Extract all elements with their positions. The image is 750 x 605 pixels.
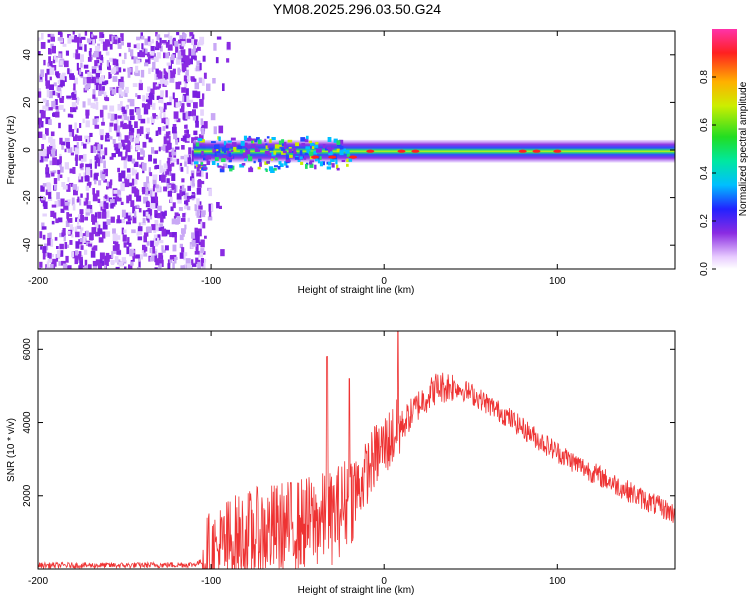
bottom-xtick-label: -200 — [28, 576, 48, 587]
bottom-xtick-label: 0 — [381, 576, 387, 587]
bottom-ytick-label: 4000 — [22, 411, 33, 434]
top-xtick-label: -200 — [28, 276, 48, 287]
bottom-xtick-label: 100 — [549, 576, 566, 587]
colorbar-tick-label: 0.0 — [699, 262, 710, 276]
bottom-plot-frame — [37, 330, 676, 570]
peak-hotspot — [311, 155, 319, 159]
top-xtick-label: 0 — [381, 276, 387, 287]
peak-hotspot — [366, 149, 375, 153]
top-xtick-label: -100 — [201, 276, 221, 287]
top-xlabel: Height of straight line (km) — [298, 285, 415, 296]
colorbar-gradient — [712, 29, 737, 269]
top-ytick-label: -40 — [22, 238, 33, 253]
peak-hotspot — [411, 149, 420, 153]
snr-series-line — [38, 331, 675, 569]
top-ylabel: Frequency (Hz) — [6, 116, 17, 185]
colorbar-tick-label: 0.4 — [699, 166, 710, 180]
bottom-ylabel: SNR (10 * v/v) — [6, 418, 17, 482]
bottom-panel: -200 -100 0 100 2000 4000 6000 Height of strai… — [6, 330, 676, 596]
signal-band — [193, 135, 675, 173]
top-ytick-label: 40 — [22, 49, 33, 61]
peak-hotspot — [553, 149, 562, 153]
colorbar-tick-label: 0.2 — [699, 214, 710, 228]
chart-title: YM08.2025.296.03.50.G24 — [273, 1, 441, 17]
bottom-xlabel: Height of straight line (km) — [298, 585, 415, 596]
top-ytick-label: 20 — [22, 96, 33, 108]
top-xtick-label: 100 — [549, 276, 566, 287]
noise-region — [38, 31, 231, 269]
peak-hotspot — [518, 149, 527, 153]
peak-hotspot — [349, 155, 357, 159]
bottom-ytick-label: 2000 — [22, 484, 33, 507]
top-ytick-label: 0 — [22, 147, 33, 153]
bottom-xtick-label: -100 — [201, 576, 221, 587]
colorbar-tick-label: 0.6 — [699, 118, 710, 132]
bottom-ytick-label: 6000 — [22, 338, 33, 361]
colorbar-tick-label: 0.8 — [699, 70, 710, 84]
colorbar-label: Normalized spectral amplitude — [738, 81, 749, 216]
peak-hotspot — [328, 155, 337, 159]
peak-hotspot — [532, 149, 541, 153]
top-ytick-label: -20 — [22, 190, 33, 205]
peak-hotspot — [397, 149, 406, 153]
colorbar: 0.0 0.2 0.4 0.6 0.8 Normalized spectral ampl… — [699, 29, 749, 276]
